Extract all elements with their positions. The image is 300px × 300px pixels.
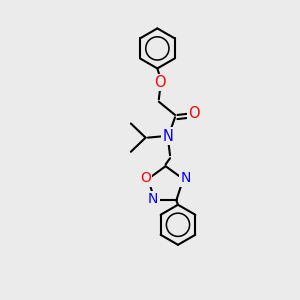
Text: O: O <box>154 75 166 90</box>
Text: N: N <box>148 192 158 206</box>
Text: O: O <box>140 171 151 185</box>
Text: N: N <box>162 129 173 144</box>
Text: N: N <box>180 171 191 185</box>
Text: O: O <box>188 106 200 121</box>
